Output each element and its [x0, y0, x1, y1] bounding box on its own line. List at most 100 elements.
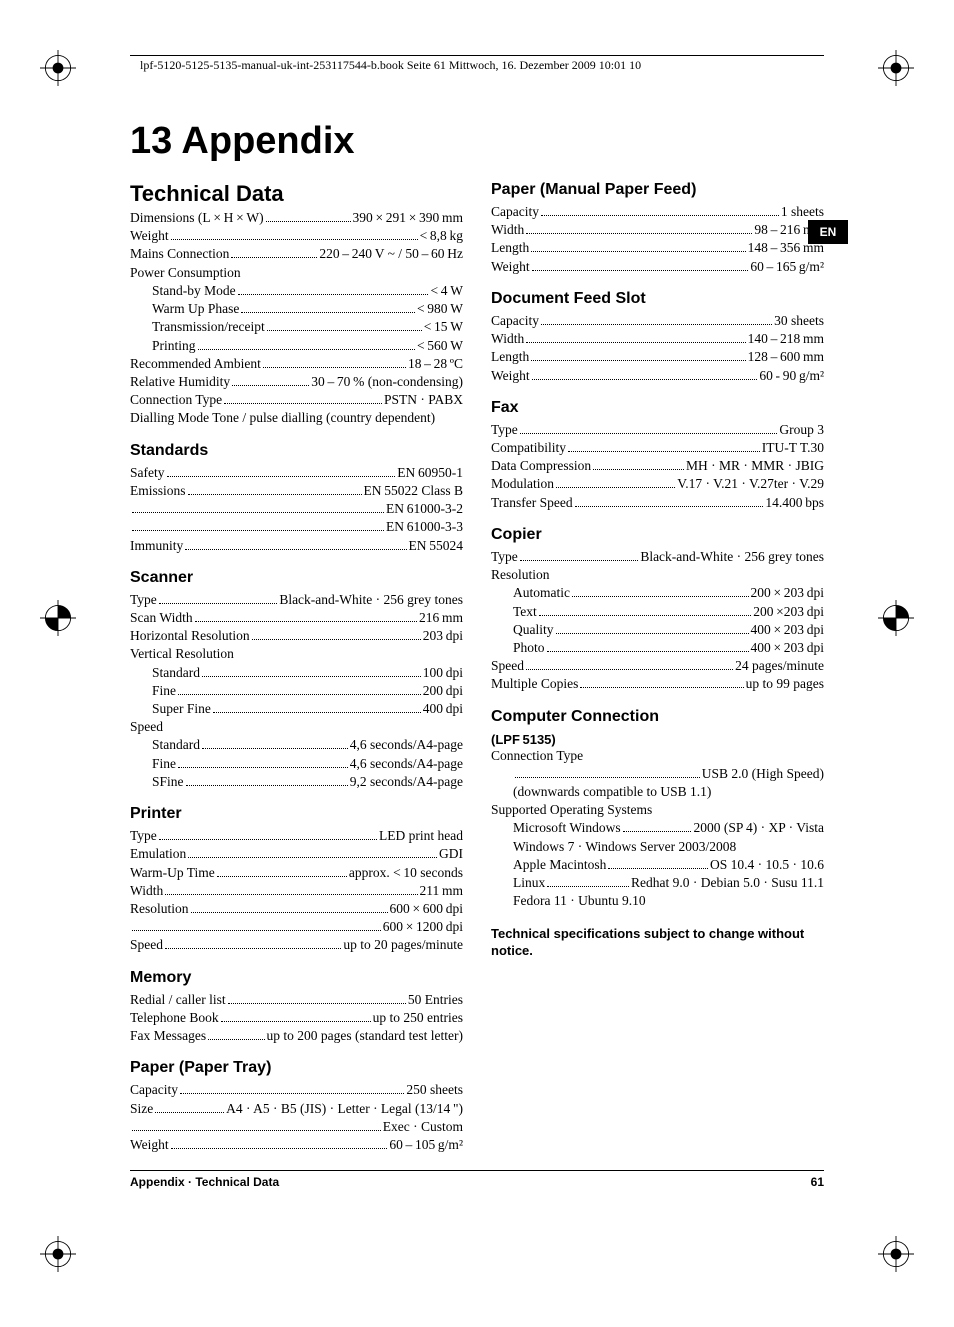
leader-dots [575, 495, 764, 507]
section-doc-feed: Document Feed Slot [491, 290, 824, 308]
spec-value: 203 dpi [423, 627, 463, 645]
spec-row: Printing< 560 W [130, 337, 463, 355]
spec-row: Resolution600 × 600 dpi [130, 900, 463, 918]
spec-label: Emulation [130, 845, 186, 863]
leader-dots [155, 1101, 224, 1113]
section-manual-feed: Paper (Manual Paper Feed) [491, 181, 824, 199]
spec-value: 250 sheets [406, 1081, 463, 1099]
spec-value: 200 × 203 dpi [751, 584, 824, 602]
leader-dots [132, 519, 384, 531]
spec-label: Relative Humidity [130, 373, 230, 391]
copier-res-label: Resolution [491, 566, 824, 584]
power-consumption-label: Power Consumption [130, 264, 463, 282]
registration-mark-icon [40, 1236, 76, 1277]
spec-row: Transmission/receipt< 15 W [130, 318, 463, 336]
spec-value: EN 60950-1 [397, 464, 463, 482]
spec-row: Data CompressionMH · MR · MMR · JBIG [491, 457, 824, 475]
spec-label: Data Compression [491, 457, 591, 475]
spec-value: up to 250 entries [373, 1009, 463, 1027]
right-column: Paper (Manual Paper Feed) Capacity1 shee… [491, 181, 824, 1154]
spec-value: Black-and-White · 256 grey tones [640, 548, 824, 566]
spec-row: LinuxRedhat 9.0 · Debian 5.0 · Susu 11.1 [491, 874, 824, 892]
spec-value: 400 dpi [423, 700, 463, 718]
spec-row: Multiple Copiesup to 99 pages [491, 675, 824, 693]
leader-dots [572, 585, 749, 597]
spec-label: Width [130, 882, 163, 900]
spec-row: Photo400 × 203 dpi [491, 639, 824, 657]
leader-dots [208, 1028, 264, 1040]
section-paper-tray: Paper (Paper Tray) [130, 1059, 463, 1077]
spec-value: 14.400 bps [765, 494, 824, 512]
plain-line: Windows 7 · Windows Server 2003/2008 [491, 838, 824, 856]
spec-row: Relative Humidity30 – 70 % (non-condensi… [130, 373, 463, 391]
spec-row: Weight< 8,8 kg [130, 227, 463, 245]
spec-value: V.17 · V.21 · V.27ter · V.29 [677, 475, 824, 493]
leader-dots [541, 313, 772, 325]
section-printer: Printer [130, 805, 463, 823]
copier-list2: Speed24 pages/minuteMultiple Copiesup to… [491, 657, 824, 693]
spec-value: 24 pages/minute [735, 657, 824, 675]
spec-row: Dimensions (L × H × W)390 × 291 × 390 mm [130, 209, 463, 227]
spec-label: Emissions [130, 482, 186, 500]
spec-label: Super Fine [152, 700, 211, 718]
spec-value: 600 × 600 dpi [390, 900, 463, 918]
leader-dots [202, 665, 421, 677]
spec-row: TypeLED print head [130, 827, 463, 845]
spec-label: Capacity [491, 312, 539, 330]
spec-row: EmulationGDI [130, 845, 463, 863]
spec-label: Type [130, 591, 157, 609]
leader-dots [526, 222, 752, 234]
spec-label: Connection Type [130, 391, 222, 409]
spec-value: 50 Entries [408, 991, 463, 1009]
vres-list: Standard100 dpiFine200 dpiSuper Fine400 … [130, 664, 463, 719]
spec-row: SafetyEN 60950-1 [130, 464, 463, 482]
leader-dots [132, 501, 384, 513]
leader-dots [520, 549, 639, 561]
spec-value: 18 – 28 ºC [408, 355, 463, 373]
spec-label: Fine [152, 682, 176, 700]
spec-row: Stand-by Mode< 4 W [130, 282, 463, 300]
dialling-line: Dialling Mode Tone / pulse dialling (cou… [130, 409, 463, 427]
spec-label: Size [130, 1100, 153, 1118]
leader-dots [198, 338, 415, 350]
spec-value: 400 × 203 dpi [751, 639, 824, 657]
spec-value: 216 mm [419, 609, 463, 627]
spec-label: Type [491, 548, 518, 566]
spec-row: Capacity30 sheets [491, 312, 824, 330]
os-label: Supported Operating Systems [491, 801, 824, 819]
leader-dots [531, 241, 745, 253]
spec-label: Capacity [491, 203, 539, 221]
spec-row: Weight60 – 105 g/m² [130, 1136, 463, 1154]
spec-label: Recommended Ambient [130, 355, 261, 373]
spec-label: Apple Macintosh [513, 856, 606, 874]
leader-dots [623, 821, 692, 833]
spec-value: up to 99 pages [746, 675, 824, 693]
spec-label: Width [491, 330, 524, 348]
spec-value: EN 61000-3-3 [386, 518, 463, 536]
spec-label: Type [130, 827, 157, 845]
spec-row: Automatic200 × 203 dpi [491, 584, 824, 602]
spec-value: OS 10.4 · 10.5 · 10.6 [710, 856, 824, 874]
spec-label: Transmission/receipt [152, 318, 265, 336]
leader-dots [232, 374, 309, 386]
leader-dots [263, 356, 406, 368]
spec-row: EN 61000-3-3 [130, 518, 463, 536]
spec-row: Capacity1 sheets [491, 203, 824, 221]
leader-dots [556, 622, 749, 634]
spec-label: Weight [130, 227, 169, 245]
spec-row: EmissionsEN 55022 Class B [130, 482, 463, 500]
spec-label: Speed [130, 936, 163, 954]
spec-row: Fine200 dpi [130, 682, 463, 700]
section-memory: Memory [130, 969, 463, 987]
spec-label: Microsoft Windows [513, 819, 621, 837]
leader-dots [539, 604, 751, 616]
spec-label: Printing [152, 337, 196, 355]
leader-dots [165, 883, 417, 895]
header-text: lpf-5120-5125-5135-manual-uk-int-2531175… [140, 58, 641, 73]
section-copier: Copier [491, 526, 824, 544]
leader-dots [171, 228, 418, 240]
spec-value: EN 61000-3-2 [386, 500, 463, 518]
spec-label: Warm Up Phase [152, 300, 239, 318]
speed-list: Standard4,6 seconds/A4-pageFine4,6 secon… [130, 736, 463, 791]
language-tab: EN [808, 220, 848, 244]
